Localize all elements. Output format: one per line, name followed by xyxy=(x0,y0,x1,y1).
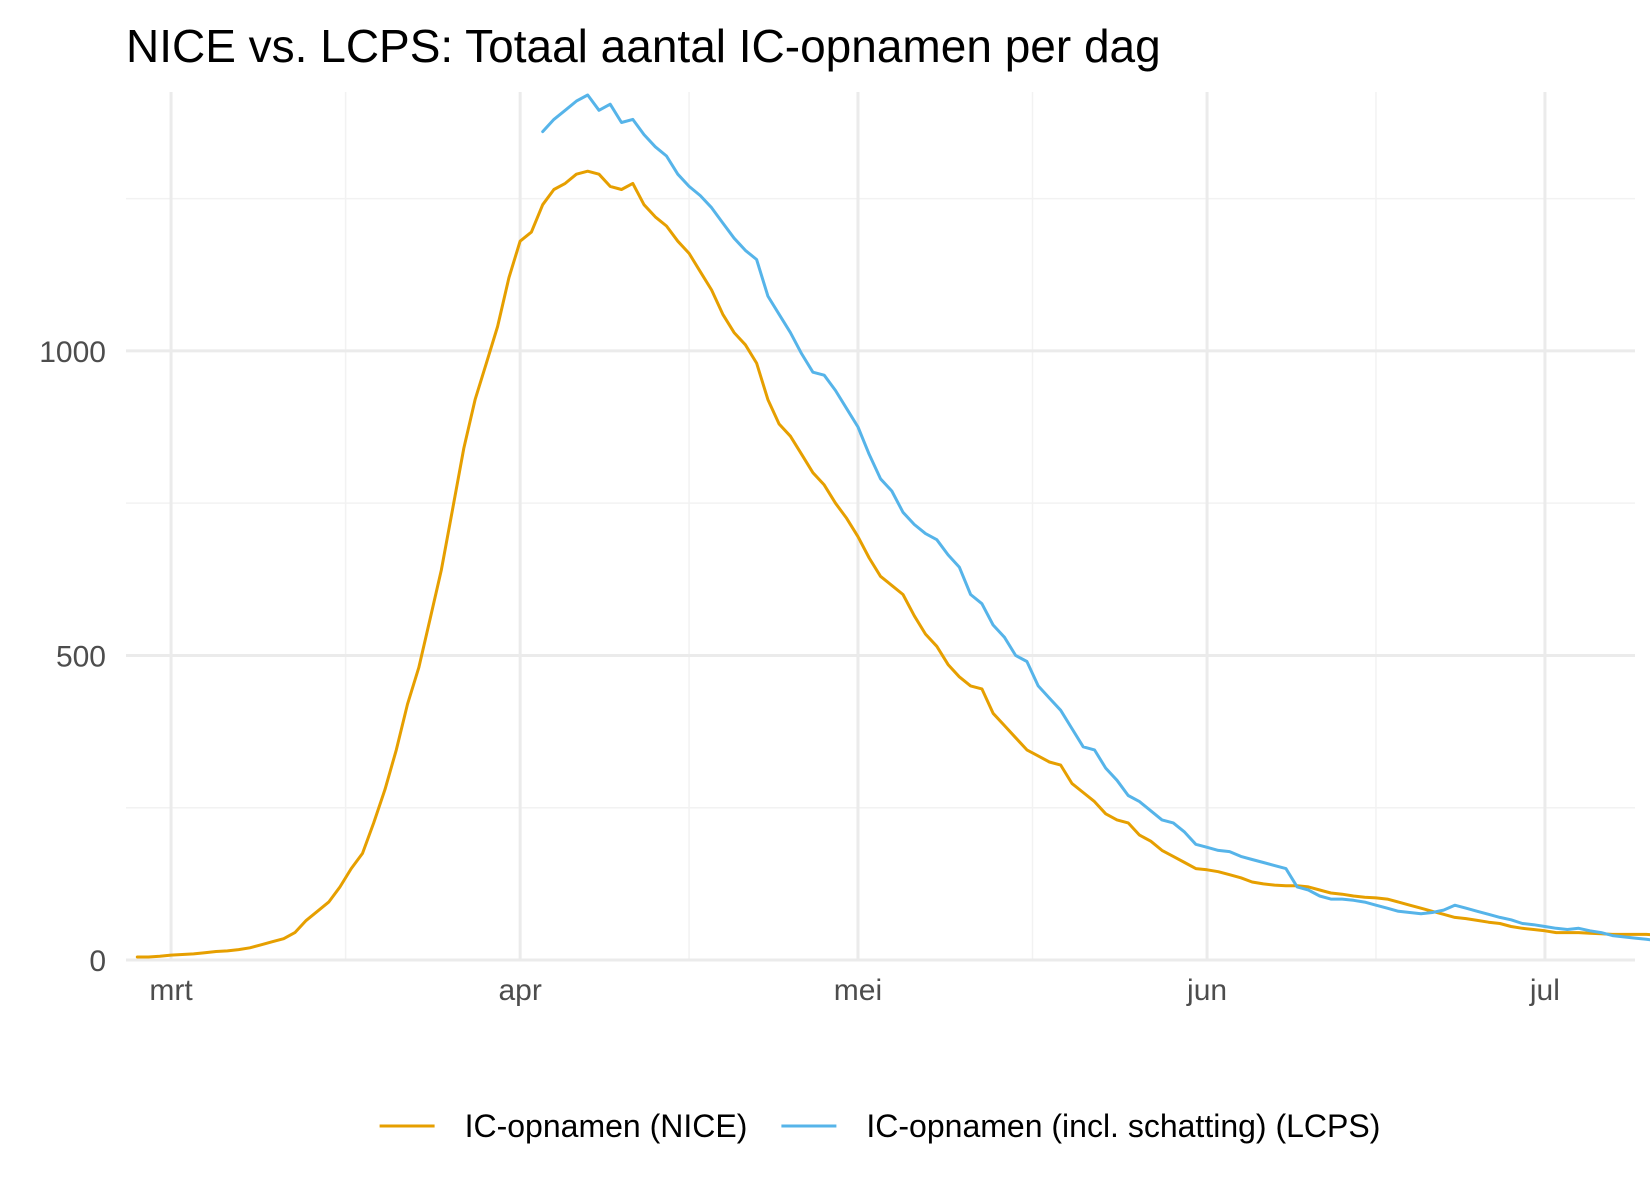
y-tick-label: 1000 xyxy=(39,336,106,369)
series-line-1 xyxy=(541,93,1650,942)
y-tick-label: 500 xyxy=(56,640,106,673)
grid xyxy=(126,92,1635,962)
series-line-0 xyxy=(135,169,1650,959)
legend-item-1: IC-opnamen (incl. schatting) (LCPS) xyxy=(781,1108,1380,1144)
x-tick-label: mrt xyxy=(149,974,193,1007)
y-tick-label: 0 xyxy=(89,945,106,978)
y-axis-tick-labels: 0 500 1000 xyxy=(39,336,106,978)
x-tick-label: jul xyxy=(1529,974,1560,1007)
x-tick-label: mei xyxy=(834,974,882,1007)
x-tick-label: apr xyxy=(498,974,541,1007)
x-tick-label: jun xyxy=(1186,974,1227,1007)
legend-label-1: IC-opnamen (incl. schatting) (LCPS) xyxy=(866,1108,1380,1144)
legend-label-0: IC-opnamen (NICE) xyxy=(465,1108,748,1144)
series-layer xyxy=(135,93,1650,959)
chart-title: NICE vs. LCPS: Totaal aantal IC-opnamen … xyxy=(126,20,1161,72)
legend-item-0: IC-opnamen (NICE) xyxy=(379,1108,748,1144)
x-axis-tick-labels: mrt apr mei jun jul xyxy=(149,974,1560,1007)
legend: IC-opnamen (NICE) IC-opnamen (incl. schat… xyxy=(379,1108,1380,1144)
